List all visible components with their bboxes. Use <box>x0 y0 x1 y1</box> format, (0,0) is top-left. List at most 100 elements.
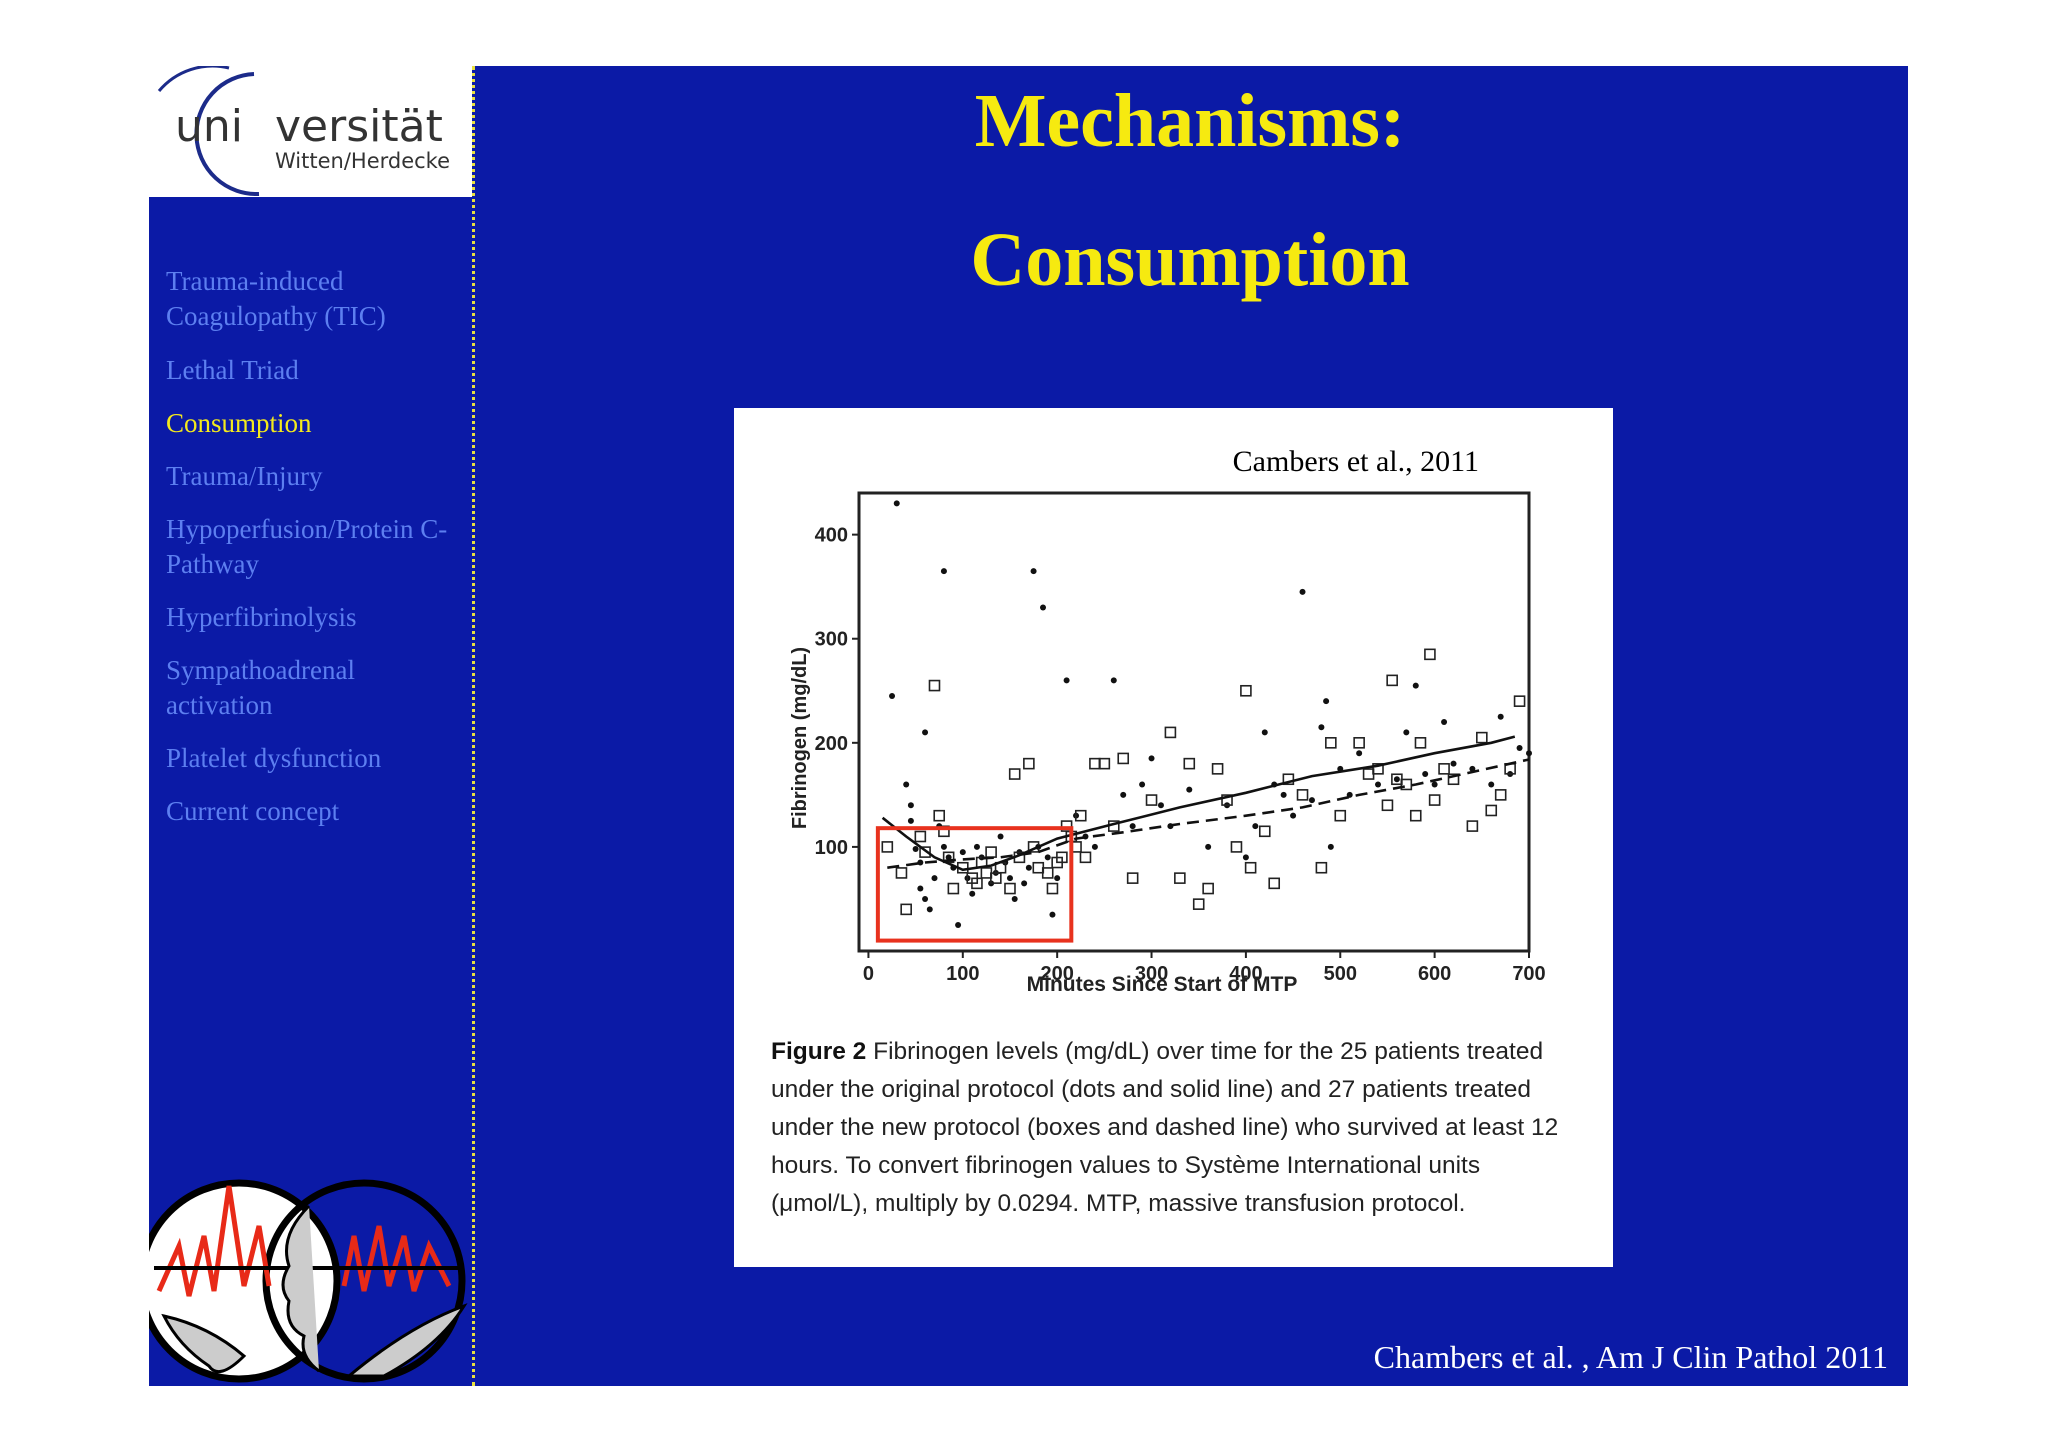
source-citation: Chambers et al. , Am J Clin Pathol 2011 <box>1373 1339 1888 1375</box>
nav-item-hyperfibrinolysis[interactable]: Hyperfibrinolysis <box>166 602 357 632</box>
dot-point-17 <box>955 921 962 928</box>
dot-point-58 <box>1299 588 1306 595</box>
dot-point-10 <box>926 906 933 913</box>
chart-annotation: Cambers et al., 2011 <box>1233 445 1479 478</box>
dot-point-71 <box>1431 781 1438 788</box>
box-point-71 <box>1485 804 1498 817</box>
dot-point-47 <box>1157 802 1164 809</box>
box-point-57 <box>1362 768 1375 780</box>
highlight-box <box>875 826 1074 943</box>
box-point-32 <box>1079 851 1092 864</box>
nav-item-current-concept[interactable]: Current concept <box>166 796 340 826</box>
x-tick-label-7: 700 <box>1512 963 1545 985</box>
dashed-trend-line <box>887 758 1530 869</box>
dot-point-72 <box>1441 719 1448 725</box>
dot-point-41 <box>1091 843 1098 850</box>
caption-text: Fibrinogen levels (mg/dL) over time for … <box>771 1038 1559 1217</box>
box-point-23 <box>1032 861 1045 874</box>
y-tick-label-3: 400 <box>815 525 848 547</box>
dot-point-50 <box>1205 843 1212 850</box>
box-point-38 <box>1145 794 1158 806</box>
dot-point-59 <box>1308 797 1315 804</box>
dot-point-2 <box>903 781 910 788</box>
fibrinogen-scatter-chart: 0 100 200 300 400 500 600 700 100 200 300 400 Cambe… <box>789 445 1546 996</box>
box-point-18 <box>1004 882 1016 895</box>
nav-item-platelet-dysfunction[interactable]: Platelet dysfunction <box>166 743 382 773</box>
box-point-1 <box>895 867 908 879</box>
dot-point-61 <box>1323 698 1330 705</box>
dot-point-73 <box>1450 760 1457 767</box>
dot-point-66 <box>1375 781 1382 788</box>
nav-item-hypoperfusion[interactable]: Hypoperfusion/Protein C-Pathway <box>166 514 448 579</box>
nav-item-sympathoadrenal[interactable]: Sympathoadrenal activation <box>166 655 355 720</box>
x-axis-label: Minutes Since Start of MTP <box>1027 973 1298 996</box>
box-point-51 <box>1282 773 1295 786</box>
university-logo-arc-icon: uni versität Witten/Herdecke <box>157 64 450 197</box>
box-point-36 <box>1117 752 1130 765</box>
box-point-53 <box>1315 861 1328 874</box>
dot-point-32 <box>1030 568 1037 575</box>
dot-point-68 <box>1403 729 1410 736</box>
x-tick-label-5: 500 <box>1324 963 1357 985</box>
y-tick-label-0: 100 <box>815 837 848 859</box>
dot-point-46 <box>1148 755 1155 762</box>
x-tick-label-3: 300 <box>1135 963 1168 985</box>
dot-point-3 <box>907 802 914 809</box>
nav-item-consumption[interactable]: Consumption <box>166 408 312 438</box>
dot-point-60 <box>1318 724 1325 731</box>
dot-point-35 <box>1044 854 1051 861</box>
dot-point-69 <box>1412 682 1419 689</box>
box-point-0 <box>881 841 894 853</box>
nav-item-trauma-injury[interactable]: Trauma/Injury <box>166 461 323 491</box>
logo-text-city: Witten/Herdecke <box>275 149 450 173</box>
dot-point-67 <box>1393 776 1400 783</box>
caption-label: Figure 2 <box>771 1038 867 1065</box>
logo-text-versitat: versität <box>275 101 443 152</box>
dot-point-53 <box>1252 823 1259 830</box>
box-point-48 <box>1244 861 1257 874</box>
box-point-25 <box>1046 882 1059 895</box>
box-point-3 <box>914 830 927 843</box>
dot-point-6 <box>917 859 924 866</box>
x-tick-label-1: 100 <box>946 963 979 985</box>
box-point-65 <box>1424 648 1436 661</box>
nav-item-tic[interactable]: Trauma-induced Coagulopathy (TIC) <box>166 266 386 331</box>
y-tick-label-1: 200 <box>815 733 848 755</box>
dot-point-49 <box>1186 786 1193 793</box>
x-tick-label-6: 600 <box>1418 963 1451 985</box>
box-point-60 <box>1386 674 1398 687</box>
box-point-41 <box>1183 757 1196 770</box>
x-tick-label-0: 0 <box>863 963 874 985</box>
dot-point-43 <box>1120 791 1127 798</box>
dot-point-7 <box>917 885 924 892</box>
box-point-59 <box>1381 799 1394 812</box>
box-point-12 <box>971 877 983 890</box>
dot-point-34 <box>1040 604 1047 611</box>
slide-title-line2: Consumption <box>970 218 1410 302</box>
dot-point-76 <box>1497 713 1504 720</box>
slide: uni versität Witten/Herdecke Trauma-indu… <box>149 64 1908 1386</box>
dot-point-37 <box>1054 875 1061 882</box>
dot-point-78 <box>1516 745 1523 752</box>
box-point-56 <box>1353 737 1365 749</box>
box-point-72 <box>1494 789 1507 801</box>
sidebar: uni versität Witten/Herdecke Trauma-indu… <box>149 64 472 1386</box>
box-point-69 <box>1466 820 1479 832</box>
box-point-64 <box>1414 737 1427 749</box>
figure-panel: 0 100 200 300 400 500 600 700 100 200 300 400 Cambe… <box>734 408 1613 1267</box>
dot-point-57 <box>1290 812 1297 819</box>
dot-point-74 <box>1469 765 1476 772</box>
box-point-9 <box>947 882 960 895</box>
x-tick-label-2: 200 <box>1040 963 1073 985</box>
box-point-21 <box>1023 757 1035 770</box>
dot-point-5 <box>912 845 919 852</box>
box-point-45 <box>1221 794 1233 806</box>
box-point-66 <box>1428 794 1441 806</box>
box-point-40 <box>1174 872 1186 884</box>
nav-item-lethal-triad[interactable]: Lethal Triad <box>166 355 299 385</box>
dot-point-8 <box>922 729 929 736</box>
dot-point-79 <box>1526 750 1532 757</box>
dot-point-31 <box>1025 864 1032 871</box>
box-point-24 <box>1041 867 1054 879</box>
box-point-34 <box>1098 757 1111 770</box>
